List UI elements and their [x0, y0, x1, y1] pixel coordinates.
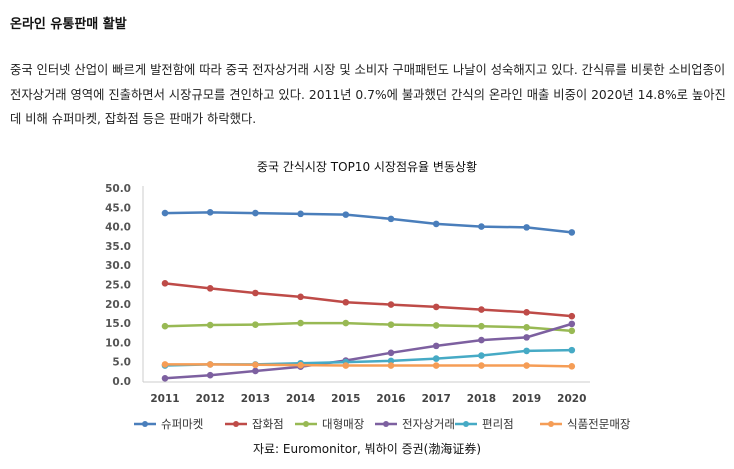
data-point [568, 320, 576, 328]
data-point [568, 363, 576, 370]
y-tick-label: 15.0 [105, 318, 131, 330]
y-tick-label: 0.0 [112, 376, 131, 388]
data-point [432, 355, 440, 362]
legend-label: 잡화점 [252, 417, 284, 431]
data-point [297, 293, 304, 301]
data-point [161, 280, 169, 287]
data-point [252, 209, 259, 217]
x-tick-label: 2012 [196, 393, 225, 405]
data-point [478, 306, 485, 313]
data-point [342, 298, 350, 306]
data-point [252, 289, 259, 297]
y-tick-label: 35.0 [105, 241, 131, 253]
data-point [252, 361, 259, 369]
legend-label: 대형매장 [322, 417, 365, 431]
data-point [568, 229, 576, 236]
legend-label: 편리점 [482, 417, 514, 431]
data-point [478, 322, 485, 330]
data-point [297, 361, 304, 369]
legend-label: 식품전문매장 [567, 417, 631, 431]
data-point [342, 211, 350, 218]
y-tick-label: 50.0 [105, 183, 131, 195]
data-point [206, 371, 214, 379]
data-point [432, 303, 440, 311]
data-point [387, 349, 395, 357]
data-point [342, 319, 350, 327]
data-point [478, 362, 485, 369]
data-point [252, 367, 259, 375]
data-point [252, 321, 259, 328]
data-point [523, 362, 530, 369]
data-point [523, 347, 530, 355]
legend-marker [383, 421, 389, 427]
x-tick-label: 2015 [331, 393, 360, 405]
data-point [523, 308, 530, 316]
data-point [297, 319, 304, 327]
data-point [297, 210, 304, 218]
data-point [568, 327, 576, 335]
data-point [161, 209, 169, 217]
x-tick-label: 2019 [512, 393, 541, 405]
chart-title: 중국 간식시장 TOP10 시장점유율 변동상황 [256, 160, 478, 174]
series-line [164, 282, 572, 318]
data-point [387, 215, 395, 223]
x-tick-label: 2016 [376, 393, 405, 405]
x-tick-label: 2014 [286, 393, 315, 405]
series-line [164, 322, 573, 380]
data-point [387, 362, 395, 369]
legend-marker [303, 421, 309, 427]
legend-marker [233, 421, 239, 427]
data-point [478, 352, 485, 359]
series-line [165, 363, 572, 368]
y-tick-label: 5.0 [112, 357, 131, 369]
data-point [161, 374, 169, 382]
x-tick-label: 2013 [241, 393, 270, 405]
series-line [164, 321, 572, 333]
data-point [387, 301, 395, 308]
series-line [164, 211, 572, 234]
y-tick-label: 40.0 [105, 222, 131, 234]
x-tick-label: 2011 [150, 393, 179, 405]
data-point [342, 362, 350, 369]
data-point [432, 362, 440, 369]
legend-marker [548, 421, 554, 427]
legend-label: 슈퍼마켓 [161, 417, 203, 431]
legend-label: 전자상거래 [402, 417, 455, 431]
data-point [523, 324, 530, 331]
data-point [387, 357, 395, 365]
data-point [206, 321, 214, 329]
data-point [568, 312, 576, 320]
data-point [206, 285, 214, 292]
y-tick-label: 45.0 [105, 202, 131, 214]
section-heading: 온라인 유통판매 활발 [10, 17, 127, 32]
data-point [432, 220, 440, 228]
data-point [523, 334, 530, 341]
y-tick-label: 30.0 [105, 260, 131, 272]
data-point [478, 223, 485, 230]
data-point [161, 322, 169, 330]
data-point [568, 346, 576, 354]
data-point [206, 209, 214, 216]
y-tick-label: 20.0 [105, 299, 131, 311]
data-point [387, 321, 395, 328]
data-point [161, 361, 169, 368]
data-point [432, 342, 440, 350]
x-tick-label: 2018 [467, 393, 496, 405]
data-point [206, 361, 214, 368]
x-tick-label: 2020 [557, 393, 586, 405]
source-note: 자료: Euromonitor, 붜하이 증권(渤海证券) [252, 442, 482, 456]
legend-marker [463, 421, 469, 427]
legend-marker [142, 421, 148, 427]
data-point [432, 322, 440, 329]
body-paragraph: 중국 인터넷 산업이 빠르게 발전함에 따라 중국 전자상거래 시장 및 소비자… [10, 63, 726, 126]
data-point [523, 224, 530, 231]
y-tick-label: 25.0 [105, 280, 131, 292]
y-tick-label: 10.0 [105, 337, 131, 349]
x-tick-label: 2017 [422, 393, 451, 405]
data-point [478, 336, 485, 344]
